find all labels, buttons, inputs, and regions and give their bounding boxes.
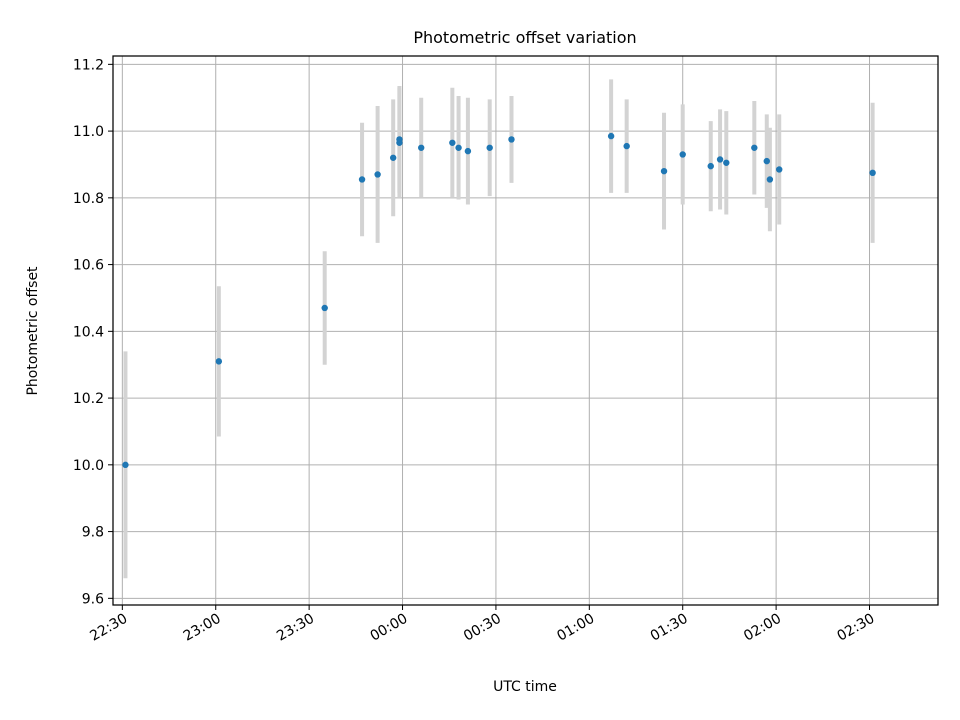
y-axis-ticks: 9.6 9.8 10.0 10.2 10.4 10.6 10.8 11.0 11.2: [73, 57, 113, 607]
data-point: [464, 147, 472, 155]
x-axis-label: UTC time: [493, 679, 557, 695]
y-tick-label: 9.6: [82, 591, 104, 607]
data-point: [374, 171, 381, 178]
data-point: [122, 461, 129, 469]
data-points: [122, 132, 876, 469]
data-point: [455, 144, 462, 151]
data-point: [679, 151, 686, 158]
data-point: [766, 176, 774, 183]
y-axis-label: Photometric offset: [25, 266, 41, 396]
data-point: [660, 167, 668, 175]
y-tick-label: 11.0: [73, 124, 104, 140]
data-point: [449, 139, 456, 146]
data-point: [751, 144, 758, 151]
data-point: [723, 159, 730, 166]
data-point: [623, 142, 630, 150]
data-point: [215, 358, 223, 365]
data-point: [396, 139, 403, 146]
data-point: [508, 136, 515, 143]
data-point: [776, 166, 783, 173]
y-tick-label: 11.2: [73, 57, 104, 73]
y-tick-label: 10.8: [73, 191, 104, 207]
data-point: [607, 132, 615, 140]
y-tick-label: 10.0: [73, 458, 104, 474]
data-point: [486, 144, 493, 151]
grid: [113, 56, 938, 605]
data-point: [418, 144, 425, 151]
data-point: [707, 162, 714, 170]
data-point: [358, 176, 366, 183]
data-point: [763, 157, 770, 165]
y-tick-label: 9.8: [82, 525, 104, 541]
y-tick-label: 10.6: [73, 258, 104, 274]
y-tick-label: 10.2: [73, 391, 104, 407]
data-point: [389, 154, 397, 161]
data-point: [321, 304, 328, 312]
data-point: [869, 169, 876, 177]
chart-title: Photometric offset variation: [413, 28, 636, 47]
data-point: [716, 156, 724, 163]
plot-frame: [112, 55, 939, 606]
y-tick-label: 10.4: [73, 324, 104, 340]
